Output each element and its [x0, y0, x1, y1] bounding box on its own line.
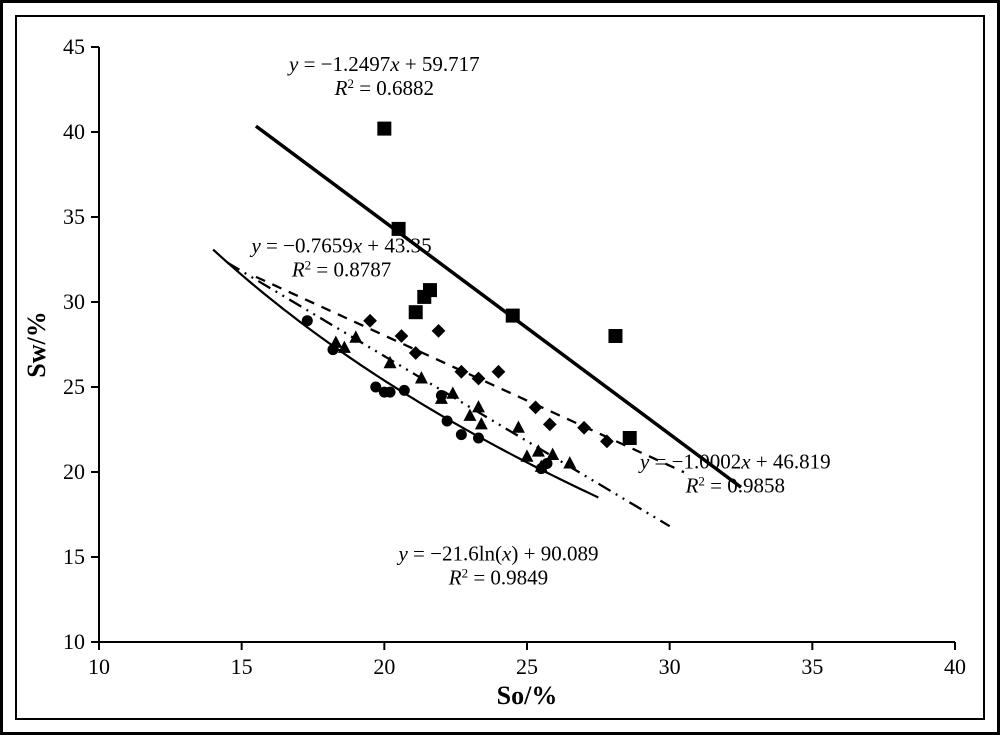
- chart-area: 10 15 20 25 30 35 40 10 15 20 25 30 35 40 45 So/% Sw/% y …: [15, 15, 985, 720]
- series_diamonds: [363, 314, 614, 448]
- svg-text:10: 10: [88, 654, 110, 679]
- equation-label: y = −1.2497x + 59.717R2 = 0.6882: [287, 52, 480, 100]
- svg-text:15: 15: [231, 654, 253, 679]
- svg-text:25: 25: [63, 374, 85, 399]
- svg-text:y = −1.2497x + 59.717: y = −1.2497x + 59.717: [287, 52, 480, 76]
- svg-text:45: 45: [63, 34, 85, 59]
- svg-text:20: 20: [63, 459, 85, 484]
- svg-text:25: 25: [516, 654, 538, 679]
- svg-text:y = −1.0002x + 46.819: y = −1.0002x + 46.819: [638, 450, 831, 474]
- series_triangles: [329, 330, 576, 472]
- svg-text:35: 35: [801, 654, 823, 679]
- svg-text:15: 15: [63, 544, 85, 569]
- series_triangles-fit: [227, 263, 669, 527]
- svg-text:30: 30: [659, 654, 681, 679]
- svg-text:35: 35: [63, 204, 85, 229]
- svg-text:40: 40: [63, 119, 85, 144]
- svg-text:R2 = 0.9858: R2 = 0.9858: [685, 473, 785, 498]
- svg-text:R2 = 0.6882: R2 = 0.6882: [334, 75, 434, 100]
- equation-label: y = −1.0002x + 46.819R2 = 0.9858: [638, 450, 831, 498]
- svg-text:y = −21.6ln(x) + 90.089: y = −21.6ln(x) + 90.089: [396, 541, 598, 565]
- svg-text:y = −0.7659x + 43.35: y = −0.7659x + 43.35: [249, 234, 431, 258]
- equation-label: y = −21.6ln(x) + 90.089R2 = 0.9849: [396, 541, 598, 589]
- series_squares-fit: [256, 126, 741, 487]
- series_circles-fit: [213, 250, 598, 498]
- svg-text:R2 = 0.8787: R2 = 0.8787: [291, 257, 391, 282]
- svg-text:Sw/%: Sw/%: [22, 311, 51, 377]
- equation-label: y = −0.7659x + 43.35R2 = 0.8787: [249, 234, 431, 282]
- series_circles: [302, 315, 553, 474]
- series_diamonds-fit: [256, 277, 684, 472]
- svg-text:So/%: So/%: [497, 681, 558, 710]
- svg-text:30: 30: [63, 289, 85, 314]
- outer-frame: 10 15 20 25 30 35 40 10 15 20 25 30 35 40 45 So/% Sw/% y …: [0, 0, 1000, 735]
- series_squares: [377, 122, 636, 445]
- svg-text:20: 20: [373, 654, 395, 679]
- scatter-chart-svg: 10 15 20 25 30 35 40 10 15 20 25 30 35 40 45 So/% Sw/% y …: [17, 17, 983, 718]
- svg-text:10: 10: [63, 629, 85, 654]
- svg-text:R2 = 0.9849: R2 = 0.9849: [448, 565, 548, 590]
- svg-text:40: 40: [944, 654, 966, 679]
